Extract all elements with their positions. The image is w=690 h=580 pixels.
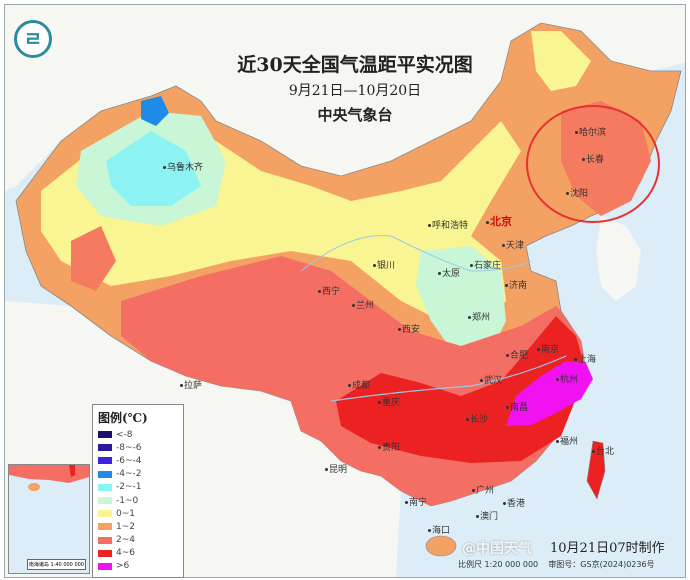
legend-label: -8~-6: [116, 442, 142, 453]
legend-label: -4~-2: [116, 469, 142, 480]
date-range: 9月21日—10月20日: [288, 83, 422, 99]
highlight-circle: [526, 105, 660, 223]
legend-item: 4~6: [98, 547, 178, 560]
map-title: 近30天全国气温距平实况图: [237, 54, 473, 76]
legend-label: -2~-1: [116, 482, 142, 493]
legend-swatch: [98, 562, 112, 570]
capital-label: 北京: [486, 213, 512, 229]
city-label: 哈尔滨: [575, 125, 606, 138]
city-label: 香港: [503, 496, 525, 509]
legend-item: -4~-2: [98, 468, 178, 481]
legend-label: 1~2: [116, 521, 135, 532]
watermark: @中国天气: [462, 541, 532, 557]
map-approval-number: 审图号：GS京(2024)0236号: [548, 560, 655, 569]
korea-land: [596, 216, 641, 301]
region-0-1-north: [531, 31, 591, 91]
city-label: 银川: [373, 258, 395, 271]
city-label: 兰州: [352, 298, 374, 311]
city-label: 沈阳: [566, 186, 588, 199]
inset-map: [9, 465, 89, 491]
city-label: 贵阳: [378, 440, 400, 453]
city-label: 成都: [348, 378, 370, 391]
city-label: 天津: [502, 238, 524, 251]
legend-label: 2~4: [116, 535, 135, 546]
city-label: 杭州: [556, 372, 578, 385]
legend-item: >6: [98, 560, 178, 573]
city-label: 西宁: [318, 284, 340, 297]
city-label: 郑州: [468, 310, 490, 323]
city-label: 长沙: [466, 412, 488, 425]
legend-item: 1~2: [98, 520, 178, 533]
city-label: 上海: [574, 352, 596, 365]
legend-swatch: [98, 470, 112, 478]
legend-label: >6: [116, 561, 130, 572]
city-label: 合肥: [506, 348, 528, 361]
region-m2-m1: [106, 131, 201, 206]
legend-item: 0~1: [98, 507, 178, 520]
scale-text: 比例尺 1:20 000 000: [458, 560, 539, 569]
city-label: 南昌: [506, 400, 528, 413]
city-label: 重庆: [378, 395, 400, 408]
city-label: 呼和浩特: [428, 218, 468, 231]
city-label: 广州: [472, 483, 494, 496]
production-time: 10月21日07时制作: [550, 541, 665, 556]
region-4-6: [336, 316, 586, 463]
legend-item: <-8: [98, 428, 178, 441]
cma-logo: ㄹ: [14, 20, 52, 58]
legend-swatch: [98, 431, 112, 439]
city-label: 昆明: [325, 462, 347, 475]
region-1-2-west: [71, 226, 116, 291]
legend-swatch: [98, 457, 112, 465]
city-label: 西安: [398, 322, 420, 335]
city-label: 台北: [592, 444, 614, 457]
legend-item: 2~4: [98, 534, 178, 547]
legend: 图例(℃) <-8 -8~-6 -6~-4 -4~-2 -2~-1 -1~0 0~1 1~2 2…: [92, 404, 184, 579]
legend-swatch: [98, 510, 112, 518]
city-label: 海口: [428, 523, 450, 536]
region-m4-m2: [141, 96, 169, 126]
city-label: 南京: [537, 342, 559, 355]
legend-label: -1~0: [116, 495, 139, 506]
legend-swatch: [98, 497, 112, 505]
south-china-sea-inset: 南海诸岛 1:40 000 000: [8, 464, 90, 574]
legend-item: -6~-4: [98, 454, 178, 467]
city-label: 福州: [556, 434, 578, 447]
legend-swatch: [98, 444, 112, 452]
city-label: 长春: [582, 152, 604, 165]
legend-label: -6~-4: [116, 455, 142, 466]
legend-label: 4~6: [116, 548, 135, 559]
city-label: 济南: [505, 278, 527, 291]
legend-swatch: [98, 549, 112, 557]
legend-item: -8~-6: [98, 441, 178, 454]
city-label: 澳门: [476, 509, 498, 522]
legend-item: -1~0: [98, 494, 178, 507]
city-label: 太原: [438, 266, 460, 279]
city-label: 石家庄: [470, 258, 501, 271]
hainan: [425, 535, 457, 557]
legend-title: 图例(℃): [98, 411, 148, 425]
legend-item: -2~-1: [98, 481, 178, 494]
agency-name: 中央气象台: [317, 106, 393, 124]
city-label: 拉萨: [180, 378, 202, 391]
legend-swatch: [98, 536, 112, 544]
legend-label: 0~1: [116, 508, 135, 519]
city-label: 乌鲁木齐: [163, 160, 203, 173]
city-label: 武汉: [480, 373, 502, 386]
neighbor-land: [5, 5, 685, 191]
legend-label: <-8: [116, 429, 133, 440]
inset-scale: 南海诸岛 1:40 000 000: [26, 559, 86, 570]
legend-swatch: [98, 483, 112, 491]
city-label: 南宁: [405, 495, 427, 508]
legend-swatch: [98, 523, 112, 531]
yangtze-river: [330, 355, 567, 402]
map-footer: 比例尺 1:20 000 000 审图号：GS京(2024)0236号: [458, 559, 655, 570]
